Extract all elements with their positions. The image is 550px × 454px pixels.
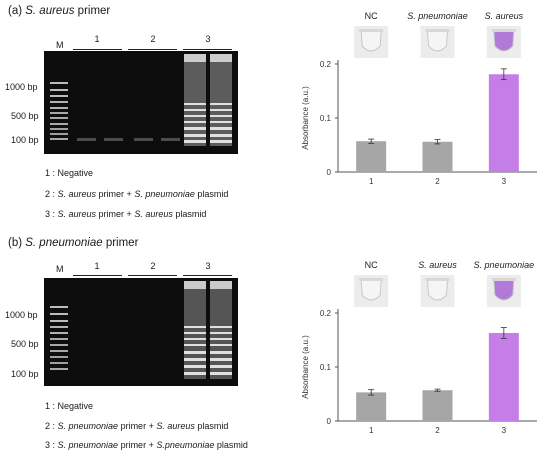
bar <box>488 74 519 172</box>
x-tick-label: 2 <box>435 177 440 186</box>
absorbance-chart-b: 0 0.1 0.2 Absorbance (a.u.) 1 NC 2 S. aureus 3 S.… <box>301 260 537 435</box>
tube-body <box>493 279 515 301</box>
panel-title: (b) S. pneumoniae primer <box>8 237 139 249</box>
tube-body <box>426 30 449 52</box>
ladder <box>50 306 68 370</box>
tube-body <box>426 279 449 301</box>
panel-title: (a) S. aureus primer <box>8 5 111 17</box>
gel-marker-label: M <box>56 264 64 274</box>
bp-label: 500 bp <box>11 111 39 121</box>
tube-rim <box>491 29 516 32</box>
amplified-lanes <box>184 281 232 379</box>
bp-label: 1000 bp <box>5 310 38 320</box>
amplified-lanes <box>184 54 232 146</box>
tube-label: S. pneumoniae <box>407 11 468 21</box>
bp-label: 1000 bp <box>5 82 38 92</box>
y-tick-label: 0 <box>327 168 332 177</box>
tube-body <box>360 279 382 301</box>
y-tick-label: 0 <box>327 417 332 426</box>
bp-label: 500 bp <box>11 339 39 349</box>
tube-body <box>360 30 382 52</box>
legend-line: 3 : S. pneumoniae primer + S.pneumoniae … <box>45 440 248 450</box>
tube-label: NC <box>365 11 378 21</box>
bar <box>356 392 387 421</box>
x-tick-label: 2 <box>435 426 440 435</box>
legend-line: 2 : S. aureus primer + S. pneumoniae pla… <box>45 189 229 199</box>
panel-a: (a) S. aureus primer M 1 2 3 1000 bp 500… <box>5 5 537 219</box>
gel-lane-label: 1 <box>94 261 100 271</box>
tube-label: S. pneumoniae <box>474 260 535 270</box>
gel-lane-label: 2 <box>150 261 156 271</box>
tube-photo <box>486 26 521 58</box>
bar <box>488 332 519 421</box>
tube-rim <box>491 278 516 281</box>
tube-rim <box>359 29 384 32</box>
gel-lane-label: 1 <box>94 34 100 44</box>
absorbance-chart-a: 0 0.1 0.2 Absorbance (a.u.) 1 NC 2 S. pneumonia… <box>301 11 537 186</box>
gel-marker-label: M <box>56 40 64 50</box>
x-tick-label: 1 <box>369 177 374 186</box>
tube-label: S. aureus <box>485 11 524 21</box>
faint-bands <box>77 138 180 141</box>
tube-rim <box>425 29 450 32</box>
bp-label: 100 bp <box>11 369 39 379</box>
x-tick-label: 3 <box>502 426 507 435</box>
tube-photo <box>354 275 389 307</box>
y-tick-label: 0.1 <box>320 363 332 372</box>
x-tick-label: 3 <box>502 177 507 186</box>
y-tick-label: 0.2 <box>320 60 332 69</box>
tube-photo <box>420 26 455 58</box>
bp-label: 100 bp <box>11 135 39 145</box>
legend-line: 2 : S. pneumoniae primer + S. aureus pla… <box>45 421 229 431</box>
bar <box>422 390 453 421</box>
panel-b: (b) S. pneumoniae primer M 1 2 3 1000 bp… <box>0 227 550 454</box>
y-tick-label: 0.2 <box>320 309 332 318</box>
gel-lane-label: 3 <box>205 261 211 271</box>
gel-lane-label: 2 <box>150 34 156 44</box>
tube-label: NC <box>365 260 378 270</box>
y-axis-label: Absorbance (a.u.) <box>301 86 310 150</box>
gel-image <box>44 51 238 154</box>
x-tick-label: 1 <box>369 426 374 435</box>
tube-rim <box>425 278 450 281</box>
tube-label: S. aureus <box>418 260 457 270</box>
tube-body <box>493 30 515 52</box>
gel-lane-label: 3 <box>205 34 211 44</box>
gel-image <box>44 278 238 386</box>
legend-line: 3 : S. aureus primer + S. aureus plasmid <box>45 209 207 219</box>
legend-line: 1 : Negative <box>45 401 94 411</box>
y-tick-label: 0.1 <box>320 114 332 123</box>
legend-line: 1 : Negative <box>45 168 94 178</box>
ladder <box>50 82 68 140</box>
tube-photo <box>486 275 521 307</box>
y-axis-label: Absorbance (a.u.) <box>301 335 310 399</box>
bar <box>422 141 453 172</box>
bar <box>356 141 387 172</box>
tube-photo <box>354 26 389 58</box>
tube-photo <box>420 275 455 307</box>
tube-rim <box>359 278 384 281</box>
